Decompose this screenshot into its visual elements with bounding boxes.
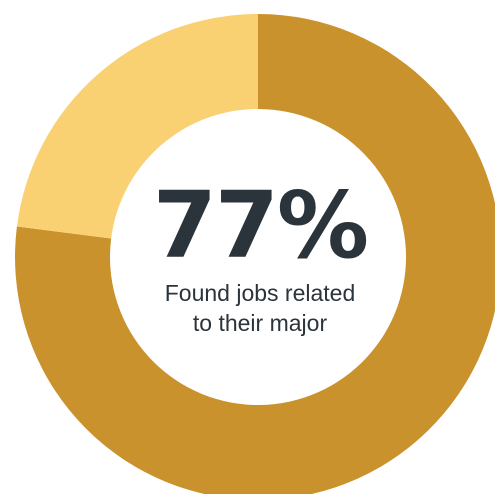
caption-line-1: Found jobs related — [164, 280, 356, 306]
donut-center-label: 77% Found jobs related to their major — [110, 180, 410, 338]
caption-line-2: to their major — [192, 310, 328, 336]
donut-slice-1 — [16, 14, 259, 239]
center-caption: Found jobs related to their major — [110, 278, 410, 338]
donut-slice-0 — [15, 14, 495, 494]
center-percentage: 77% — [152, 172, 369, 279]
